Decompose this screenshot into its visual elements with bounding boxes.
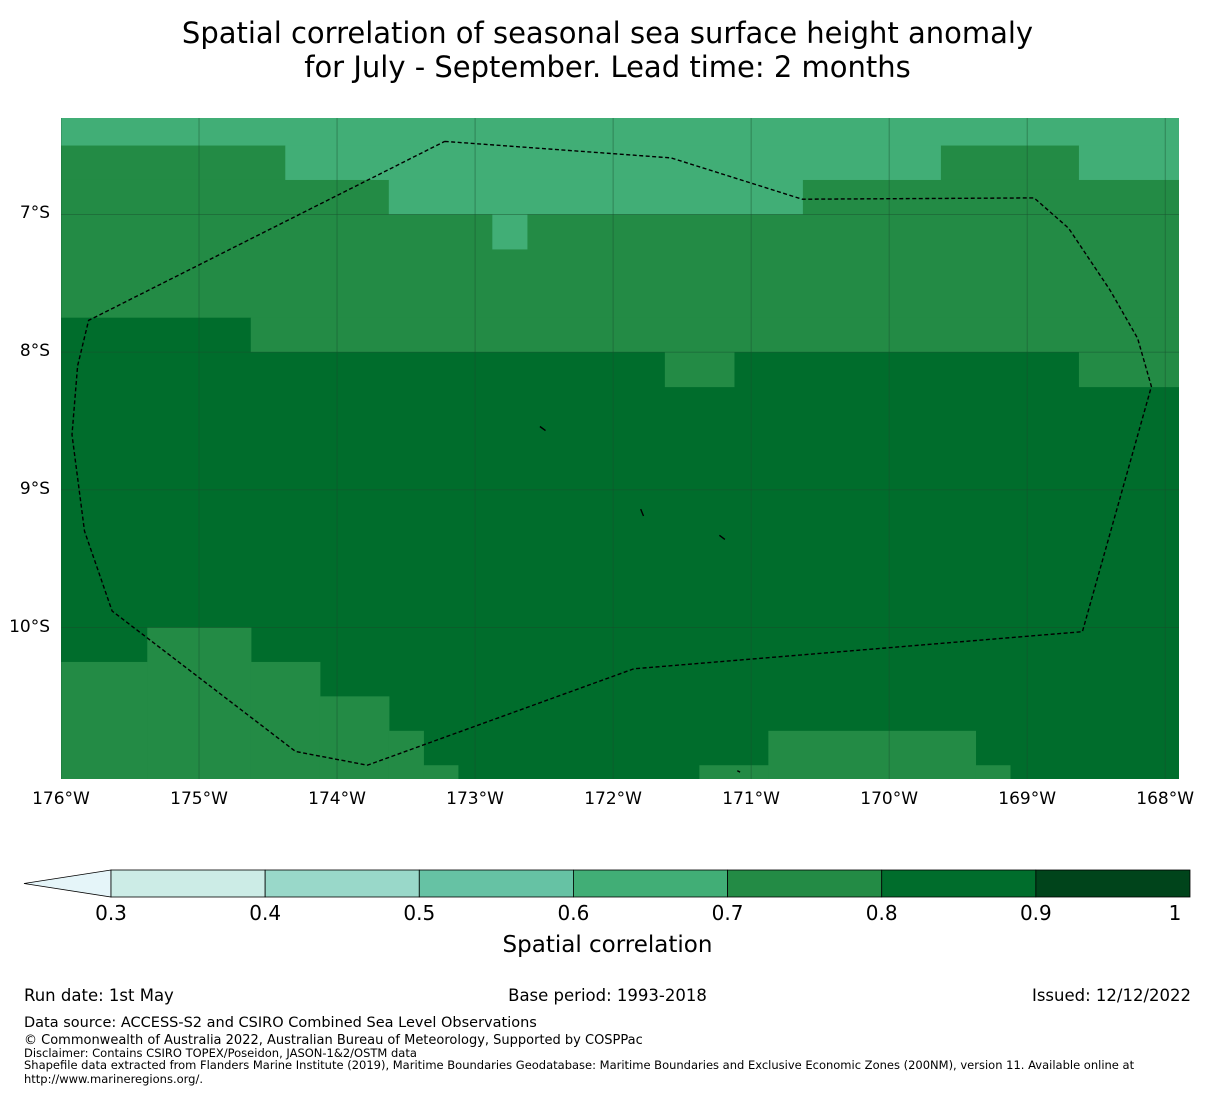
correlation-cell: [940, 145, 1080, 181]
eez-boundary: [71, 140, 1153, 766]
island: [736, 770, 741, 773]
colorbar-tick-label: 0.6: [557, 901, 590, 925]
colorbar-tick-label: 0.4: [249, 901, 282, 925]
chart-title: Spatial correlation of seasonal sea surf…: [0, 16, 1215, 84]
latitude-tick-label: 9°S: [19, 478, 50, 499]
correlation-cell: [1078, 145, 1179, 181]
island: [718, 534, 726, 540]
correlation-cell: [250, 661, 321, 779]
latitude-tick-label: 8°S: [19, 341, 50, 362]
longitude-tick-label: 168°W: [1136, 789, 1195, 809]
island: [539, 425, 546, 432]
colorbar-tick-label: 0.7: [711, 901, 744, 925]
longitude-tick-label: 175°W: [170, 789, 228, 809]
copyright: © Commonwealth of Australia 2022, Austra…: [24, 1033, 643, 1048]
longitude-tick-label: 171°W: [722, 789, 780, 809]
correlation-cell: [319, 696, 390, 779]
colorbar-segment: [418, 869, 574, 898]
shapefile-credit: Shapefile data extracted from Flanders M…: [24, 1058, 1135, 1072]
correlation-cell: [975, 765, 1011, 779]
correlation-cell: [388, 179, 804, 215]
longitude-tick-label: 172°W: [584, 789, 642, 809]
colorbar-segment: [881, 869, 1037, 898]
longitude-tick-label: 173°W: [446, 789, 504, 809]
correlation-cell: [664, 352, 735, 388]
colorbar-tick-label: 0.3: [95, 901, 127, 925]
colorbar-segment: [727, 869, 883, 898]
latitude-tick-label: 10°S: [9, 616, 50, 637]
correlation-cell: [492, 214, 528, 250]
correlation-cell: [768, 730, 977, 779]
issued-date: Issued: 12/12/2022: [1031, 986, 1191, 1005]
correlation-map: [61, 118, 1179, 779]
correlation-cell: [250, 317, 1179, 353]
run-date: Run date: 1st May: [24, 986, 174, 1005]
correlation-cell: [61, 118, 1179, 147]
longitude-tick-label: 176°W: [32, 789, 90, 809]
colorbar-label: Spatial correlation: [502, 932, 713, 958]
island: [640, 508, 645, 517]
colorbar-segment: [1035, 869, 1191, 898]
title-line-1: Spatial correlation of seasonal sea surf…: [181, 16, 1034, 50]
correlation-cell: [61, 145, 286, 181]
correlation-cell: [1078, 352, 1179, 388]
colorbar-tick-label: 0.8: [865, 901, 898, 925]
latitude-tick-label: 7°S: [19, 203, 50, 224]
colorbar-segment: [573, 869, 728, 898]
correlation-cell: [61, 214, 1179, 319]
colorbar-segment: [264, 869, 420, 898]
correlation-cell: [61, 661, 148, 779]
colorbar-tick-label: 1: [1168, 901, 1182, 925]
disclaimer: Disclaimer: Contains CSIRO TOPEX/Poseido…: [24, 1046, 417, 1060]
longitude-tick-label: 169°W: [998, 789, 1057, 809]
colorbar-tick-label: 0.5: [403, 901, 436, 925]
correlation-cell: [423, 765, 459, 779]
correlation-cell: [699, 765, 769, 779]
base-period: Base period: 1993-2018: [508, 986, 707, 1005]
colorbar-tick-label: 0.9: [1019, 901, 1052, 925]
colorbar-under-arrow: [23, 869, 112, 898]
longitude-tick-label: 170°W: [860, 789, 919, 809]
data-source: Data source: ACCESS-S2 and CSIRO Combine…: [24, 1015, 537, 1031]
colorbar-segment: [110, 869, 266, 898]
title-line-2: for July - September. Lead time: 2 month…: [304, 50, 911, 84]
colorbar: [23, 869, 1191, 898]
marineregions-link[interactable]: http://www.marineregions.org/.: [24, 1072, 203, 1086]
correlation-cell: [61, 317, 252, 353]
longitude-tick-label: 174°W: [308, 789, 366, 809]
